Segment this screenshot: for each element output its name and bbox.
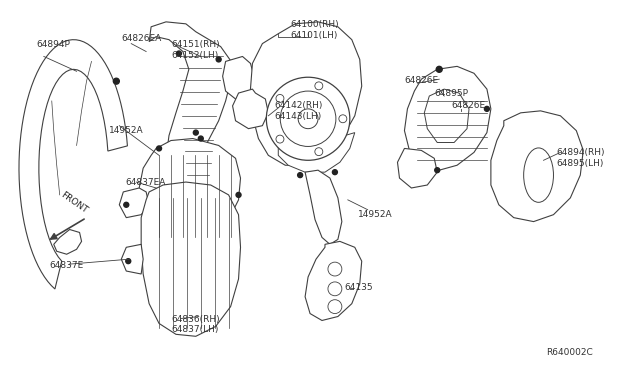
Text: 14952A: 14952A	[358, 210, 392, 219]
Circle shape	[216, 57, 221, 62]
Polygon shape	[397, 148, 437, 188]
Polygon shape	[223, 57, 255, 99]
Circle shape	[484, 106, 490, 111]
Text: 64101(LH): 64101(LH)	[290, 31, 337, 40]
Polygon shape	[404, 66, 491, 170]
Circle shape	[436, 66, 442, 72]
Polygon shape	[491, 111, 583, 222]
Text: 64837EA: 64837EA	[125, 178, 166, 187]
Circle shape	[236, 192, 241, 198]
Polygon shape	[149, 22, 232, 185]
Text: 64895(LH): 64895(LH)	[556, 159, 604, 168]
Polygon shape	[141, 182, 241, 336]
Circle shape	[435, 168, 440, 173]
Circle shape	[315, 148, 323, 155]
Text: 64837E: 64837E	[50, 261, 84, 270]
Polygon shape	[278, 132, 355, 172]
Circle shape	[328, 262, 342, 276]
Polygon shape	[139, 138, 241, 241]
Circle shape	[266, 77, 350, 160]
Text: 64826E: 64826E	[451, 101, 485, 110]
Circle shape	[298, 109, 318, 129]
Text: 14952A: 14952A	[109, 126, 144, 135]
Text: 64143(LH): 64143(LH)	[275, 112, 321, 121]
Polygon shape	[119, 188, 149, 218]
Circle shape	[276, 94, 284, 102]
Text: 64135: 64135	[345, 283, 374, 292]
Polygon shape	[250, 22, 362, 165]
Circle shape	[177, 51, 181, 56]
Ellipse shape	[524, 148, 554, 202]
Circle shape	[126, 259, 131, 264]
Polygon shape	[232, 89, 268, 129]
Circle shape	[332, 170, 337, 174]
Text: 64894P: 64894P	[37, 40, 71, 49]
Text: 64142(RH): 64142(RH)	[275, 101, 323, 110]
Polygon shape	[424, 89, 469, 142]
Polygon shape	[122, 244, 143, 274]
Circle shape	[276, 135, 284, 143]
Polygon shape	[54, 230, 81, 254]
Text: 64836(RH): 64836(RH)	[171, 315, 220, 324]
Text: 64100(RH): 64100(RH)	[290, 20, 339, 29]
Circle shape	[298, 173, 303, 177]
Text: 64826E: 64826E	[404, 76, 438, 85]
Circle shape	[328, 300, 342, 314]
Text: 64895P: 64895P	[435, 89, 468, 98]
Circle shape	[339, 115, 347, 123]
Circle shape	[198, 136, 204, 141]
Circle shape	[113, 78, 119, 84]
Text: 64826EA: 64826EA	[122, 34, 161, 43]
Text: 64894(RH): 64894(RH)	[556, 148, 605, 157]
Text: FRONT: FRONT	[58, 190, 89, 215]
Circle shape	[193, 130, 198, 135]
Polygon shape	[19, 40, 127, 289]
Circle shape	[315, 82, 323, 90]
Polygon shape	[305, 241, 362, 320]
Text: R640002C: R640002C	[547, 348, 593, 357]
Circle shape	[124, 202, 129, 207]
Circle shape	[280, 91, 336, 147]
Text: 64152(LH): 64152(LH)	[171, 51, 218, 60]
Text: 64151(RH): 64151(RH)	[171, 40, 220, 49]
Circle shape	[157, 146, 161, 151]
Polygon shape	[305, 170, 342, 244]
Text: 64837(LH): 64837(LH)	[171, 326, 218, 334]
Circle shape	[328, 282, 342, 296]
